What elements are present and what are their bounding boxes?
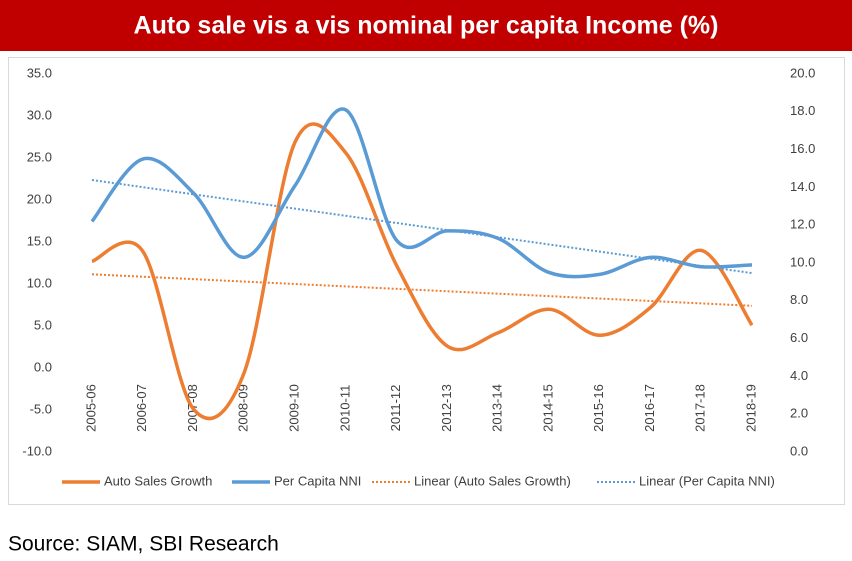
y-tick-label: 35.0: [27, 65, 52, 80]
x-tick-label: 2008-09: [236, 384, 251, 432]
y2-tick-label: 20.0: [790, 65, 815, 80]
x-tick-label: 2015-16: [591, 384, 606, 432]
chart-frame: [8, 57, 845, 505]
y2-tick-label: 12.0: [790, 217, 815, 232]
y2-tick-label: 8.0: [790, 292, 808, 307]
y-tick-label: 20.0: [27, 191, 52, 206]
legend-label: Auto Sales Growth: [104, 473, 212, 488]
y-tick-label: -5.0: [30, 401, 52, 416]
x-tick-label: 2009-10: [287, 384, 302, 432]
x-tick-label: 2013-14: [490, 384, 505, 432]
source-note: Source: SIAM, SBI Research: [8, 533, 279, 556]
legend-label: Per Capita NNI: [274, 473, 361, 488]
y-tick-label: 0.0: [34, 359, 52, 374]
y2-tick-label: 4.0: [790, 368, 808, 383]
x-tick-label: 2005-06: [83, 384, 98, 432]
x-tick-label: 2014-15: [540, 384, 555, 432]
trend-line: [91, 179, 753, 275]
y-tick-label: 10.0: [27, 275, 52, 290]
x-tick-label: 2011-12: [388, 385, 403, 432]
y2-tick-label: 14.0: [790, 179, 815, 194]
y2-tick-label: 6.0: [790, 330, 808, 345]
series-line: [90, 107, 753, 279]
y-tick-label: 5.0: [34, 317, 52, 332]
chart-title: Auto sale vis a vis nominal per capita I…: [134, 12, 719, 40]
trend-line: [91, 273, 753, 307]
x-tick-label: 2012-13: [439, 384, 454, 432]
legend-label: Linear (Per Capita NNI): [639, 473, 775, 488]
x-tick-label: 2018-19: [743, 384, 758, 432]
y-tick-label: 15.0: [27, 233, 52, 248]
y-tick-label: 30.0: [27, 107, 52, 122]
x-tick-label: 2006-07: [134, 384, 149, 432]
series-line: [91, 122, 754, 421]
legend-label: Linear (Auto Sales Growth): [414, 473, 571, 488]
x-tick-label: 2017-18: [693, 384, 708, 432]
y-tick-label: -10.0: [22, 443, 52, 458]
x-tick-label: 2016-17: [642, 384, 657, 432]
title-bar: [0, 0, 852, 51]
x-tick-label: 2010-11: [337, 385, 352, 432]
y2-tick-label: 18.0: [790, 103, 815, 118]
y2-tick-label: 16.0: [790, 141, 815, 156]
y2-tick-label: 0.0: [790, 443, 808, 458]
y2-tick-label: 10.0: [790, 254, 815, 269]
y-tick-label: 25.0: [27, 149, 52, 164]
y2-tick-label: 2.0: [790, 406, 808, 421]
